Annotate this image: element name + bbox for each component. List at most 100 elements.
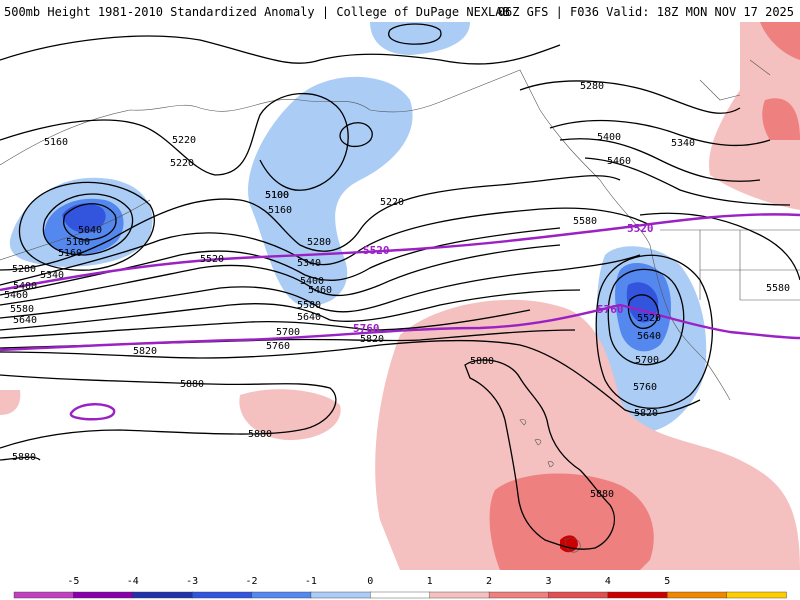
- colorbar-tick-label: 2: [486, 576, 492, 587]
- contour-5580: [0, 254, 641, 319]
- label-5580-b: 5580: [297, 300, 321, 311]
- colorbar-swatch: [488, 591, 550, 599]
- contour-5340: [0, 207, 651, 286]
- label-5820-b: 5820: [360, 334, 384, 345]
- label-5700-a: 5700: [276, 327, 300, 338]
- label-5760-a: 5760: [266, 341, 290, 352]
- purple-contour-5520: [0, 213, 800, 292]
- pos-anomaly-hawaii-core: [489, 473, 654, 570]
- neg-anomaly-gulf-trough: [248, 76, 413, 306]
- label-5700-b: 5700: [635, 355, 659, 366]
- contour-5880: [0, 374, 337, 449]
- title-bar: 500mb Height 1981-2010 Standardized Anom…: [0, 0, 800, 22]
- pos-anomaly-west-edge: [0, 390, 21, 415]
- pos-anomaly-canada-core: [762, 98, 800, 140]
- label-5820-c: 5820: [634, 408, 658, 419]
- purple-label-5760-a: 5760: [353, 322, 380, 335]
- pos-anomaly-canada-top: [760, 22, 800, 60]
- colorbar-tick-label: -3: [186, 576, 198, 587]
- label-5280-b: 5280: [307, 237, 331, 248]
- label-5220-b: 5220: [170, 158, 194, 169]
- label-5880-d: 5880: [470, 356, 494, 367]
- contour-5220-ring: [18, 181, 155, 271]
- label-5760-b: 5760: [633, 382, 657, 393]
- contour-canada-5460: [584, 157, 791, 206]
- contour-5880-west: [0, 456, 41, 461]
- neg-anomaly-north-top: [370, 22, 470, 55]
- weather-map: 5160 5220 5220 5100 5040 5100 5160 5280 …: [0, 22, 800, 570]
- label-5640-c: 5640: [637, 331, 661, 342]
- colorbar-tick-label: 0: [367, 576, 373, 587]
- contour-west-coast-5760: [595, 254, 713, 409]
- label-5460-c: 5460: [607, 156, 631, 167]
- label-5340-b: 5340: [297, 258, 321, 269]
- purple-contour-hawaii-loop: [69, 403, 116, 421]
- canada-lakes: [699, 59, 771, 101]
- aleutian-chain: [0, 199, 151, 261]
- product-title: 500mb Height 1981-2010 Standardized Anom…: [4, 5, 510, 19]
- colorbar-tick-label: -1: [305, 576, 317, 587]
- colorbar-swatch: [429, 591, 490, 599]
- label-5100-b: 5100: [66, 237, 90, 248]
- purple-label-5520-a: 5520: [363, 244, 390, 257]
- colorbar-swatch: [667, 591, 728, 599]
- label-5580-a: 5580: [10, 304, 34, 315]
- contour-arc-north: [0, 35, 561, 65]
- purple-label-5520-b: 5520: [627, 222, 654, 235]
- pos-anomaly-canada: [709, 22, 800, 210]
- label-5040: 5040: [78, 225, 102, 236]
- pos-anomaly-central-pacific: [239, 389, 341, 440]
- contour-gulf-loop: [339, 122, 373, 148]
- label-5880-c: 5880: [12, 452, 36, 463]
- colorbar-tick-label: -4: [127, 576, 139, 587]
- label-5160-c: 5160: [268, 205, 292, 216]
- label-5340-c: 5340: [671, 138, 695, 149]
- contour-5820: [0, 339, 701, 415]
- model-valid-time: 06Z GFS | F036 Valid: 18Z MON NOV 17 202…: [497, 5, 794, 19]
- colorbar-swatch: [251, 591, 312, 599]
- contour-5640: [0, 289, 581, 331]
- label-5400-b: 5400: [300, 276, 324, 287]
- label-5580-c: 5580: [573, 216, 597, 227]
- contour-5700: [0, 309, 531, 339]
- contour-west-coast-5640: [607, 268, 685, 366]
- purple-label-5760-b: 5760: [597, 303, 624, 316]
- contour-west-coast-5520: [627, 294, 659, 329]
- label-5640-a: 5640: [13, 315, 37, 326]
- contour-5100-low: [63, 203, 117, 241]
- hawaii-island-big: [564, 537, 581, 553]
- colorbar-swatch: [548, 591, 609, 599]
- contour-5880-hawaii: [464, 359, 615, 550]
- colorbar-tick-label: 4: [605, 576, 611, 587]
- contour-5220: [0, 92, 349, 191]
- label-5520-c: 5520: [637, 313, 661, 324]
- label-5460-b: 5460: [308, 285, 332, 296]
- colorbar-tick-label: -5: [67, 576, 79, 587]
- anomaly-shading: [0, 22, 800, 570]
- colorbar-tick-labels: -5 -4 -3 -2 -1 0 1 2 3 4 5: [67, 576, 670, 587]
- label-5160-a: 5160: [44, 137, 68, 148]
- purple-contour-5760: [0, 303, 800, 352]
- hawaii-island-2: [519, 419, 554, 468]
- colorbar-swatch: [73, 591, 134, 599]
- contour-canada-5340: [549, 119, 771, 147]
- label-5220-c: 5220: [380, 197, 404, 208]
- contour-canada-5400: [559, 138, 761, 182]
- label-5100-c: 5100: [265, 190, 289, 201]
- contour-5160-low: [42, 193, 134, 256]
- colorbar-swatch: [191, 591, 253, 599]
- colorbar-tick-label: 3: [545, 576, 551, 587]
- contour-north-loop: [388, 23, 442, 45]
- label-5520-b: 5520: [200, 254, 224, 265]
- label-5100-a: 5100: [265, 190, 289, 201]
- pos-anomaly-hawaii: [375, 299, 800, 570]
- colorbar-tick-label: 5: [664, 576, 670, 587]
- contour-canada-5280: [519, 80, 741, 114]
- label-5880-e: 5880: [590, 489, 614, 500]
- colorbar-swatches: [13, 591, 787, 599]
- colorbar-swatch: [607, 591, 668, 599]
- colorbar-swatch: [13, 591, 75, 599]
- label-5640-b: 5640: [297, 312, 321, 323]
- highlight-labels: 5520 5520 5760 5760: [353, 222, 654, 335]
